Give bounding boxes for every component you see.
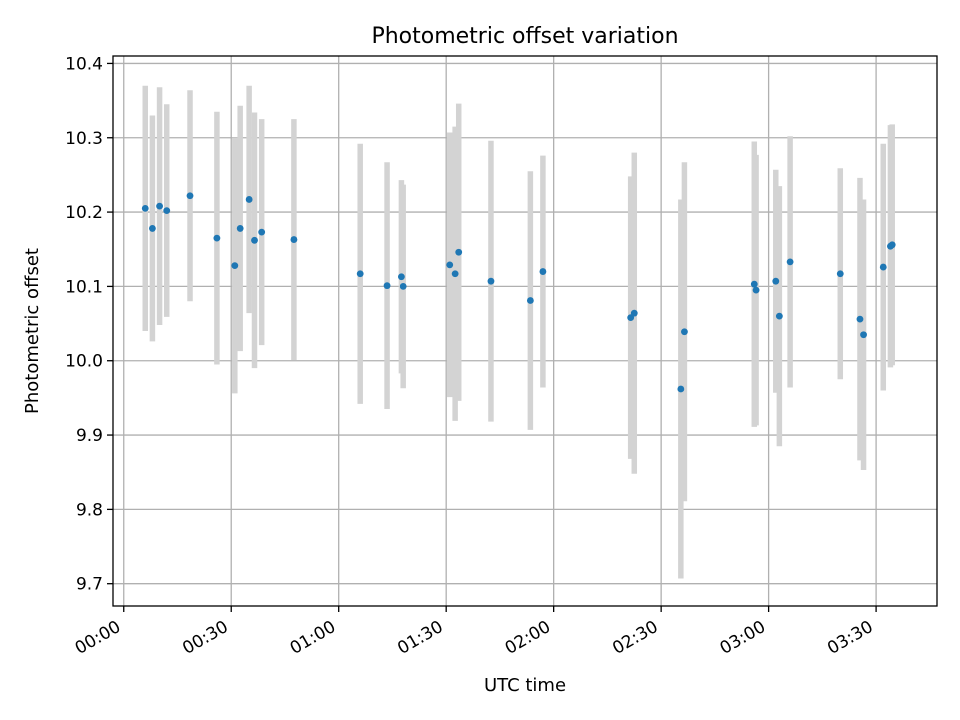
- data-point: [836, 270, 844, 278]
- y-tick-label: 9.8: [76, 500, 103, 520]
- y-tick-label: 9.9: [76, 426, 103, 446]
- data-point: [213, 234, 221, 242]
- data-point: [398, 273, 405, 281]
- data-point: [856, 315, 864, 323]
- data-point: [786, 258, 794, 266]
- data-points: [141, 192, 896, 393]
- data-point: [630, 309, 638, 317]
- grid-lines: [113, 56, 937, 606]
- data-point: [290, 236, 298, 243]
- data-point: [245, 196, 253, 203]
- data-point: [879, 263, 887, 271]
- y-tick-label: 10.1: [65, 277, 103, 297]
- y-tick-label: 10.0: [65, 352, 103, 372]
- data-point: [258, 228, 266, 236]
- data-point: [681, 328, 688, 336]
- data-point: [186, 192, 194, 200]
- data-point: [455, 248, 463, 256]
- y-tick-label: 10.4: [65, 54, 103, 74]
- data-point: [860, 331, 867, 339]
- data-point: [356, 270, 364, 278]
- data-point: [772, 277, 780, 285]
- data-point: [251, 236, 258, 244]
- y-tick-label: 10.2: [65, 203, 103, 223]
- data-point: [231, 262, 239, 269]
- y-axis-label: Photometric offset: [22, 248, 43, 414]
- data-point: [446, 261, 454, 269]
- data-point: [149, 225, 156, 232]
- y-tick-label: 9.7: [76, 575, 103, 595]
- data-point: [526, 297, 534, 304]
- chart-title: Photometric offset variation: [371, 24, 678, 49]
- data-point: [677, 385, 685, 393]
- y-tick-label: 10.3: [65, 129, 103, 149]
- data-point: [750, 280, 758, 288]
- data-point: [383, 282, 391, 290]
- data-point: [399, 283, 407, 290]
- data-point: [451, 270, 459, 278]
- data-point: [888, 241, 896, 249]
- data-point: [141, 204, 149, 212]
- data-point: [487, 277, 495, 285]
- plot-area-frame: [112, 55, 938, 607]
- data-point: [156, 202, 163, 210]
- data-point: [775, 312, 783, 320]
- data-point: [163, 207, 171, 214]
- x-axis-label: UTC time: [484, 675, 566, 696]
- data-point: [752, 286, 760, 294]
- data-point: [539, 268, 547, 275]
- data-point: [236, 225, 244, 232]
- y-axis-ticks: 9.7 9.8 9.9 10.0 10.1 10.2 10.3 10.4: [65, 54, 113, 595]
